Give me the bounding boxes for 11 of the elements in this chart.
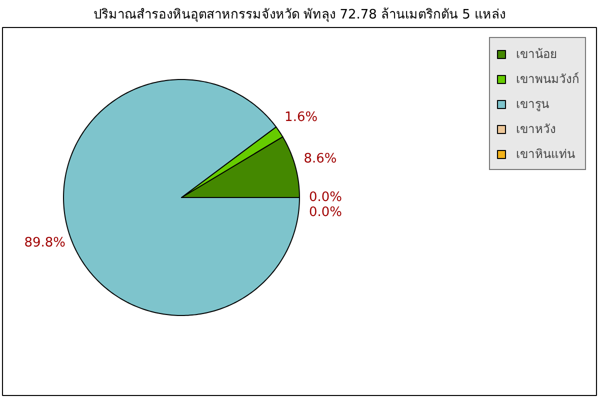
text: 0.0% <box>308 205 342 220</box>
legend-label: เขารูน <box>516 96 549 113</box>
chart-title: ปริมาณสำรองหินอุตสาหกรรมจังหวัด พัทลุง 72.78 ล้านเมตริกตัน 5 แหล่ง <box>93 8 506 22</box>
data-label: 8.6% <box>304 152 337 167</box>
legend-label: เขาหินแท่น <box>516 146 575 163</box>
data-label: 89.8% <box>24 235 66 250</box>
legend-label: เขาพนมวังก์ <box>516 71 579 88</box>
legend-label: เขาหวัง <box>516 121 556 138</box>
text: 0.0% <box>308 190 342 205</box>
data-label: 1.6% <box>284 110 318 125</box>
legend-label: เขาน้อย <box>516 46 557 63</box>
